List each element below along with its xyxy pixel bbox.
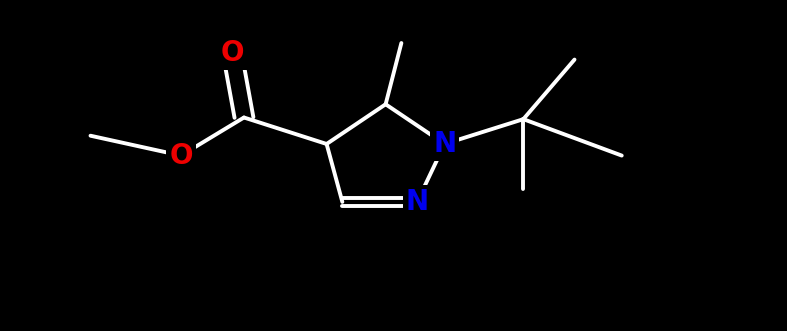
Text: O: O <box>220 39 244 67</box>
Text: O: O <box>169 142 193 169</box>
Text: N: N <box>405 188 429 216</box>
Text: N: N <box>433 130 456 158</box>
